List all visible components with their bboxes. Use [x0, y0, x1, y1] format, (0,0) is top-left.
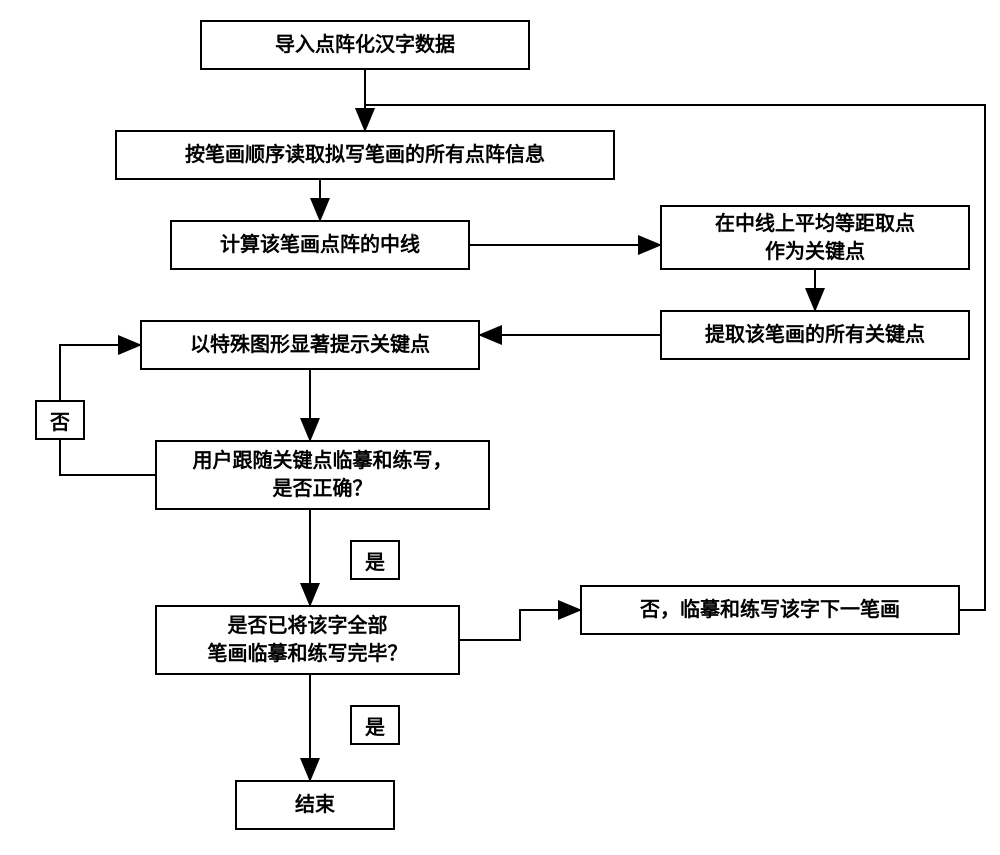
- node-text: 用户跟随关键点临摹和练写， 是否正确？: [193, 447, 453, 503]
- node-text: 导入点阵化汉字数据: [275, 31, 455, 59]
- flowchart-node-n7: 用户跟随关键点临摹和练写， 是否正确？: [155, 440, 490, 510]
- node-text: 否，临摹和练写该字下一笔画: [640, 596, 900, 624]
- flowchart-node-n4: 在中线上平均等距取点 作为关键点: [660, 205, 970, 270]
- node-text: 结束: [295, 791, 335, 819]
- flowchart-canvas: 导入点阵化汉字数据按笔画顺序读取拟写笔画的所有点阵信息计算该笔画点阵的中线 在中线…: [0, 0, 1000, 855]
- flowchart-node-n9: 否，临摹和练写该字下一笔画: [580, 585, 960, 635]
- flowchart-label-yes1: 是: [350, 540, 400, 580]
- node-text: 以特殊图形显著提示关键点: [190, 331, 430, 359]
- node-text: 计算该笔画点阵的中线: [220, 231, 420, 259]
- flowchart-node-n8: 是否已将该字全部 笔画临摹和练写完毕？: [155, 605, 460, 675]
- flowchart-node-n2: 按笔画顺序读取拟写笔画的所有点阵信息: [115, 130, 615, 180]
- flowchart-label-yes2: 是: [350, 705, 400, 745]
- flowchart-node-n6: 以特殊图形显著提示关键点: [140, 320, 480, 370]
- node-text: 是否已将该字全部 笔画临摹和练写完毕？: [208, 612, 408, 668]
- flowchart-node-n5: 提取该笔画的所有关键点: [660, 310, 970, 360]
- node-text: 提取该笔画的所有关键点: [705, 321, 925, 349]
- flowchart-label-no1: 否: [35, 400, 85, 440]
- node-text: 按笔画顺序读取拟写笔画的所有点阵信息: [185, 141, 545, 169]
- flowchart-node-n10: 结束: [235, 780, 395, 830]
- node-text: 在中线上平均等距取点 作为关键点: [715, 210, 915, 266]
- edges-layer: [0, 0, 1000, 855]
- flowchart-node-n1: 导入点阵化汉字数据: [200, 20, 530, 70]
- edge-9: [460, 610, 580, 640]
- label-text: 是: [365, 546, 385, 575]
- label-text: 否: [50, 406, 70, 435]
- flowchart-node-n3: 计算该笔画点阵的中线: [170, 220, 470, 270]
- label-text: 是: [365, 711, 385, 740]
